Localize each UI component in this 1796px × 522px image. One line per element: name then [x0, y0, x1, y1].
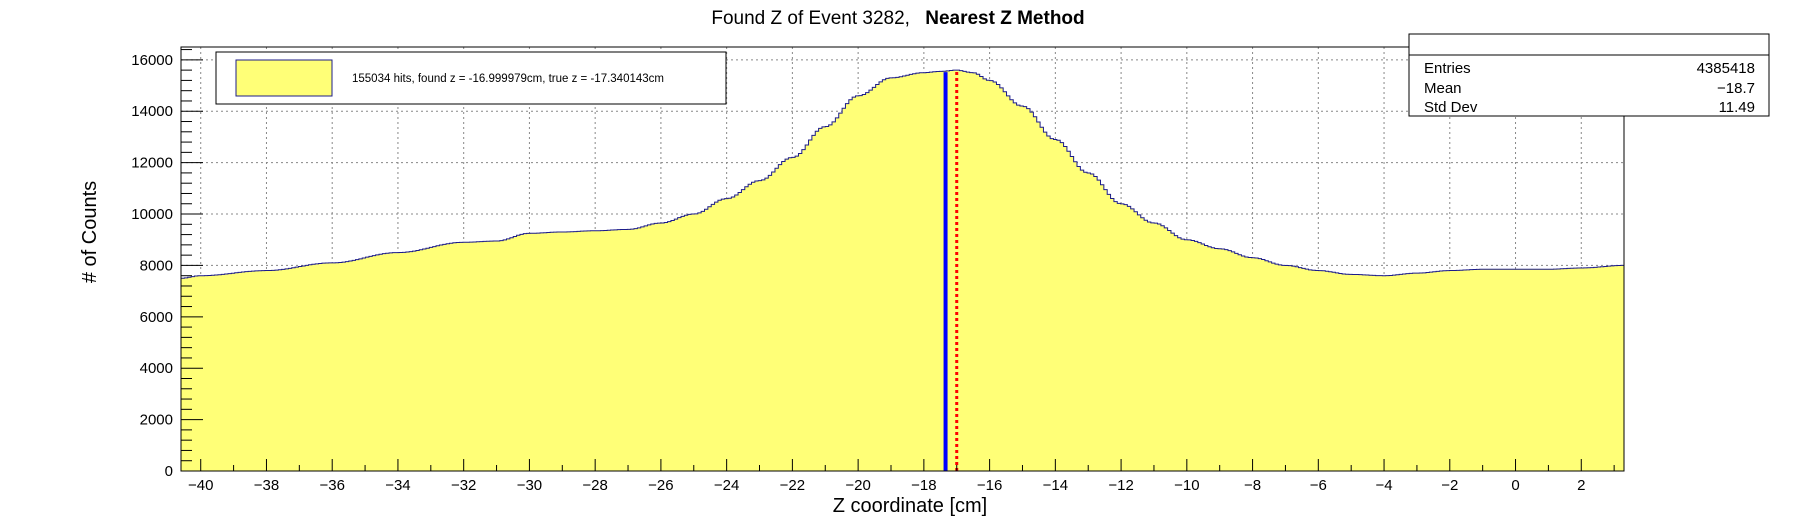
x-tick-label: −22 — [780, 477, 805, 494]
y-tick-label: 0 — [165, 463, 173, 480]
x-tick-label: −2 — [1441, 477, 1458, 494]
x-tick-label: −4 — [1375, 477, 1392, 494]
plot-frame — [180, 46, 1625, 472]
stats-mean-value: −18.7 — [1717, 80, 1755, 97]
y-tick-label: 12000 — [131, 155, 173, 172]
y-tick-label: 10000 — [131, 206, 173, 223]
legend: 155034 hits, found z = -16.999979cm, tru… — [215, 51, 727, 105]
x-tick-label: −8 — [1244, 477, 1261, 494]
x-tick-label: −26 — [648, 477, 673, 494]
x-tick-label: −28 — [582, 477, 607, 494]
x-tick-label: −6 — [1310, 477, 1327, 494]
x-axis-title: Z coordinate [cm] — [833, 495, 988, 517]
y-tick-label: 4000 — [140, 360, 173, 377]
chart-title-method: Nearest Z Method — [925, 8, 1084, 29]
y-tick-label: 8000 — [140, 257, 173, 274]
z-markers — [943, 71, 959, 471]
x-tick-label: −32 — [451, 477, 476, 494]
y-axis-title: # of Counts — [79, 181, 101, 283]
x-tick-label: 2 — [1577, 477, 1585, 494]
x-tick-label: −34 — [385, 477, 410, 494]
axis-ticks — [181, 49, 1615, 472]
chart-title-main: Found Z of Event 3282, — [711, 8, 910, 29]
x-tick-label: −24 — [714, 477, 739, 494]
x-tick-label: −14 — [1043, 477, 1068, 494]
x-tick-label: −16 — [977, 477, 1002, 494]
x-tick-label: −38 — [254, 477, 279, 494]
stats-entries-label: Entries — [1424, 60, 1471, 77]
histogram-series — [180, 69, 1625, 472]
stats-box: Entries 4385418 Mean −18.7 Std Dev 11.49 — [1408, 33, 1770, 117]
y-tick-labels: 0 2000 4000 6000 8000 10000 12000 14000 16000 — [131, 52, 173, 480]
x-tick-label: −30 — [517, 477, 542, 494]
y-tick-label: 14000 — [131, 103, 173, 120]
legend-swatch — [235, 59, 333, 97]
x-tick-label: −40 — [188, 477, 213, 494]
x-tick-label: −36 — [319, 477, 344, 494]
chart-title: Found Z of Event 3282, Nearest Z Method — [711, 8, 1084, 29]
y-tick-label: 2000 — [140, 412, 173, 429]
x-tick-label: −20 — [845, 477, 870, 494]
y-tick-label: 16000 — [131, 52, 173, 69]
stats-entries-value: 4385418 — [1697, 60, 1755, 77]
x-tick-labels: −40 −38 −36 −34 −32 −30 −28 −26 −24 −22 −20 −18 −16−… — [188, 477, 1585, 494]
histogram-bars — [180, 69, 1625, 472]
stats-frame — [1408, 33, 1770, 117]
stats-stddev-value: 11.49 — [1719, 99, 1755, 116]
x-tick-label: −12 — [1108, 477, 1133, 494]
x-tick-label: −10 — [1174, 477, 1199, 494]
stats-mean-label: Mean — [1424, 80, 1462, 97]
y-tick-label: 6000 — [140, 309, 173, 326]
legend-entry: 155034 hits, found z = -16.999979cm, tru… — [352, 73, 664, 85]
x-tick-label: −18 — [911, 477, 936, 494]
stats-stddev-label: Std Dev — [1424, 99, 1478, 116]
x-tick-label: 0 — [1511, 477, 1519, 494]
